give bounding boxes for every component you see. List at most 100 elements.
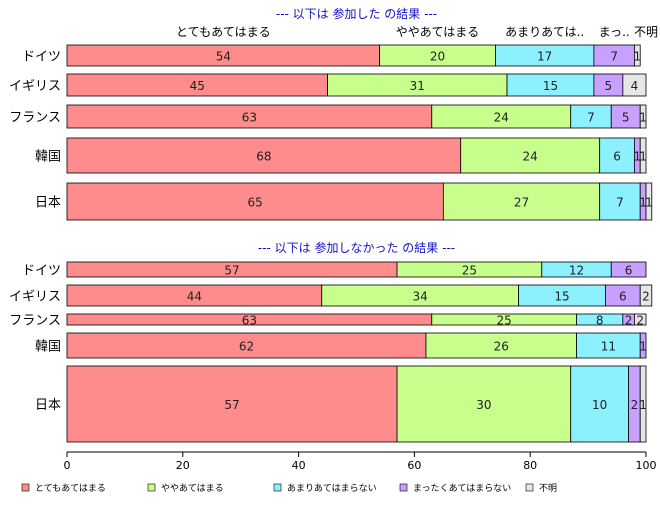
legend-entry: 不明: [525, 483, 557, 494]
legend-label: 不明: [539, 483, 557, 494]
bar-segment: [599, 137, 635, 174]
bar-row: フランス 63 24 7 5 1: [9, 104, 647, 129]
data-label: 27: [514, 196, 529, 210]
data-label: 7: [587, 111, 595, 125]
bar-segment: [66, 182, 444, 221]
bar-segment: [396, 365, 572, 443]
legend-entry: あまりあてはまらない: [273, 483, 377, 494]
data-label: 2: [631, 398, 639, 412]
x-tick-label: 100: [636, 459, 657, 472]
category-label: フランス: [9, 111, 61, 126]
data-label: 7: [610, 50, 618, 64]
bar-row: イギリス 44 34 15 6 2: [9, 284, 653, 307]
data-label: 63: [242, 111, 257, 125]
bar-segment: [639, 365, 647, 443]
data-label: 15: [543, 79, 558, 93]
data-label: 1: [639, 340, 647, 354]
bar-row: イギリス 45 31 15 5 4: [9, 73, 647, 97]
bar-segment: [639, 104, 647, 129]
data-label: 25: [497, 314, 512, 328]
bar-row: ドイツ 54 20 17 7 1: [22, 44, 641, 67]
data-label: 2: [625, 314, 633, 328]
x-tick-label: 60: [407, 459, 421, 472]
data-label: 2: [636, 314, 644, 328]
bar-segment: [570, 365, 630, 443]
data-label: 1: [639, 196, 647, 210]
bar-row: 韓国 62 26 11 1: [35, 332, 647, 359]
data-label: 57: [224, 398, 239, 412]
data-label: 25: [462, 264, 477, 278]
data-label: 1: [639, 150, 647, 164]
data-label: 1: [633, 150, 641, 164]
data-label: 24: [494, 111, 509, 125]
category-label: 韓国: [35, 340, 61, 355]
data-label: 62: [239, 340, 254, 354]
data-label: 63: [242, 314, 257, 328]
panel-title: --- 以下は 参加した の結果 ---: [276, 6, 437, 21]
data-label: 44: [187, 290, 202, 304]
legend-entry: まったくあてはまらない: [399, 483, 511, 494]
bar-segment: [610, 261, 647, 278]
data-label: 45: [190, 79, 205, 93]
x-tick-label: 0: [64, 459, 71, 472]
panel-title: --- 以下は 参加しなかった の結果 ---: [258, 240, 455, 255]
bar-segment: [66, 332, 427, 359]
data-label: 5: [622, 111, 630, 125]
bar-segment: [460, 137, 601, 174]
category-label: イギリス: [9, 79, 61, 94]
bar-segment: [442, 182, 601, 221]
data-label: 5: [605, 79, 613, 93]
category-label: ドイツ: [22, 264, 61, 279]
data-label: 1: [639, 398, 647, 412]
bar-segment: [425, 332, 577, 359]
legend-swatch: [525, 483, 534, 492]
legend-entry: ややあてはまる: [147, 483, 224, 494]
data-label: 15: [554, 290, 569, 304]
data-label: 6: [619, 290, 627, 304]
category-label: 日本: [35, 398, 61, 413]
data-label: 17: [537, 50, 552, 64]
data-label: 34: [413, 290, 428, 304]
data-label: 54: [216, 50, 231, 64]
data-label: 1: [639, 111, 647, 125]
data-label: 26: [494, 340, 509, 354]
x-axis: 0 20 40 60 80 100: [64, 451, 657, 472]
legend-swatch: [273, 483, 282, 492]
data-label: 24: [523, 150, 538, 164]
data-label: 6: [613, 150, 621, 164]
legend-label: とてもあてはまる: [35, 483, 106, 494]
data-label: 7: [616, 196, 624, 210]
data-label: 6: [625, 264, 633, 278]
bar-segment: [622, 73, 647, 97]
data-label: 1: [645, 196, 653, 210]
bar-segment: [645, 182, 653, 221]
bar-segment: [639, 137, 647, 174]
bar-row: 日本 65 27 7 11: [35, 182, 653, 221]
bar-segment: [639, 284, 653, 307]
category-label: イギリス: [9, 290, 61, 305]
category-label: ドイツ: [22, 50, 61, 65]
legend-label: あまりあてはまらない: [287, 483, 377, 494]
bar-row: フランス 63 25 8 2 2: [9, 314, 647, 329]
data-label: 57: [224, 264, 239, 278]
data-label: 12: [569, 264, 584, 278]
data-label: 20: [430, 50, 445, 64]
data-label: 68: [256, 150, 271, 164]
legend-swatch: [147, 483, 156, 492]
bar-segment: [576, 332, 641, 359]
bar-segment: [66, 365, 398, 443]
column-header: ややあてはまる: [396, 25, 480, 39]
data-label: 65: [248, 196, 263, 210]
legend-label: まったくあてはまらない: [413, 483, 511, 494]
bar-row: 韓国 68 24 6 11: [35, 137, 647, 174]
data-label: 4: [631, 79, 639, 93]
data-label: 30: [476, 398, 491, 412]
x-tick-label: 40: [292, 459, 306, 472]
column-header: 不明: [634, 25, 658, 39]
data-label: 11: [601, 340, 616, 354]
category-label: 日本: [35, 196, 61, 211]
data-label: 8: [596, 314, 604, 328]
category-label: フランス: [9, 314, 61, 329]
